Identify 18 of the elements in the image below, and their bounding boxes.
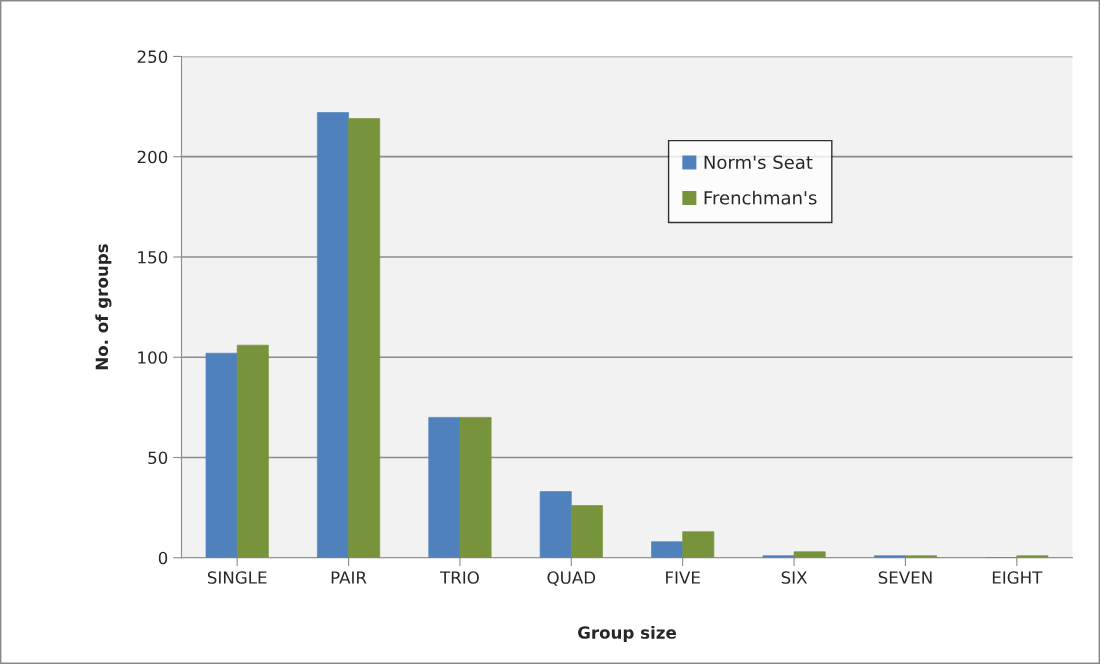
x-tick-label: EIGHT — [992, 571, 1043, 584]
x-tick-label: SINGLE — [207, 571, 267, 584]
y-tick-label: 150 — [138, 250, 168, 264]
y-tick-label: 100 — [138, 351, 168, 364]
x-tick-label: SIX — [781, 571, 807, 584]
x-tick-label: SEVEN — [878, 571, 932, 584]
x-tick-label: QUAD — [547, 571, 596, 586]
legend-label: Norm's Seat — [704, 155, 813, 170]
x-axis-title: Group size — [578, 625, 676, 643]
y-tick-label: 0 — [158, 551, 168, 565]
x-tick-label: TRIO — [439, 571, 479, 584]
y-tick-label: 50 — [148, 451, 168, 465]
y-tick-label: 200 — [137, 150, 168, 164]
legend-label: Frenchman's — [704, 190, 817, 205]
y-tick-label: 250 — [137, 50, 168, 64]
x-tick-label: PAIR — [331, 571, 367, 584]
x-tick-label: FIVE — [666, 571, 700, 584]
y-axis-title: No. of groups — [95, 244, 112, 370]
